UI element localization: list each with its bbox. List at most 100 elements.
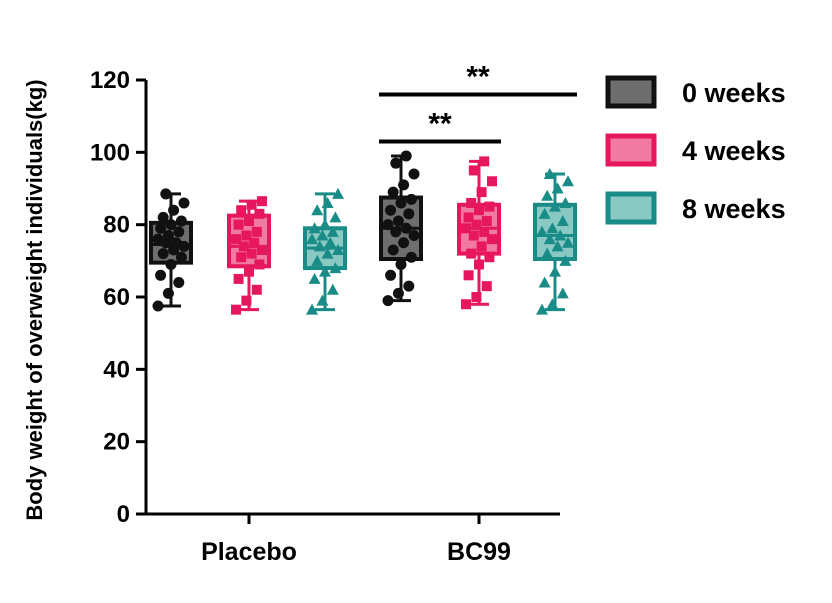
- data-point: [556, 287, 569, 299]
- data-point: [390, 157, 402, 169]
- data-point: [385, 204, 397, 216]
- data-point: [175, 215, 187, 227]
- data-point: [329, 211, 342, 223]
- data-point: [155, 269, 167, 281]
- data-point: [382, 219, 394, 231]
- data-point: [481, 281, 492, 292]
- data-point: [316, 229, 329, 241]
- data-point: [249, 237, 260, 248]
- data-point: [474, 259, 484, 270]
- box-0-weeks-Placebo: [149, 188, 193, 312]
- data-point: [392, 215, 404, 227]
- data-point: [251, 284, 262, 295]
- data-point: [471, 219, 482, 230]
- data-point: [165, 258, 177, 270]
- data-point: [170, 237, 182, 249]
- data-point: [241, 230, 252, 241]
- data-point: [556, 215, 569, 227]
- data-point: [541, 189, 554, 201]
- data-point: [392, 287, 404, 299]
- data-point: [231, 304, 241, 315]
- data-point: [157, 248, 169, 260]
- legend-swatch-8-weeks: [605, 191, 657, 225]
- box-8-weeks-Placebo: [303, 187, 347, 315]
- data-point: [543, 233, 556, 245]
- data-point: [551, 182, 564, 194]
- data-point: [400, 222, 412, 234]
- data-point: [461, 299, 471, 310]
- data-point: [405, 251, 417, 263]
- data-point: [332, 187, 344, 199]
- legend-swatch-0-weeks: [605, 75, 657, 109]
- y-tick-label: 40: [103, 356, 130, 383]
- data-point: [321, 196, 334, 208]
- data-point: [474, 205, 484, 216]
- data-point: [178, 197, 190, 209]
- data-point: [162, 230, 174, 242]
- data-point: [175, 251, 187, 263]
- data-point: [329, 262, 342, 274]
- data-point: [461, 223, 471, 234]
- data-point: [395, 197, 407, 209]
- data-point: [152, 233, 164, 245]
- data-point: [395, 258, 407, 270]
- data-point: [408, 168, 420, 180]
- data-point: [549, 200, 561, 212]
- data-point: [479, 156, 490, 167]
- data-point: [173, 277, 185, 289]
- box-0-weeks-BC99: [379, 150, 423, 307]
- data-point: [562, 175, 574, 187]
- data-point: [257, 196, 267, 207]
- data-point: [319, 218, 331, 230]
- y-tick-label: 60: [103, 284, 130, 311]
- data-point: [484, 252, 495, 263]
- data-point: [398, 237, 410, 249]
- legend-swatch-4-weeks: [605, 133, 657, 167]
- data-point: [233, 273, 244, 284]
- data-point: [160, 188, 172, 200]
- data-point: [559, 254, 572, 266]
- data-point: [311, 204, 324, 216]
- data-point: [313, 240, 326, 252]
- data-point: [538, 276, 551, 288]
- y-tick-label: 20: [103, 429, 130, 456]
- data-point: [168, 204, 180, 216]
- data-point: [463, 270, 474, 281]
- data-point: [484, 201, 495, 212]
- data-point: [324, 236, 337, 248]
- data-point: [316, 294, 329, 306]
- data-point: [311, 254, 324, 266]
- data-point: [257, 244, 267, 255]
- data-point: [466, 248, 477, 259]
- data-point: [236, 252, 247, 263]
- data-point: [546, 298, 559, 310]
- legend-label-8-weeks: 8 weeks: [682, 194, 786, 224]
- data-point: [236, 205, 247, 216]
- data-point: [254, 259, 265, 270]
- data-point: [157, 211, 169, 223]
- data-point: [241, 295, 252, 306]
- data-point: [466, 197, 477, 208]
- data-point: [308, 272, 321, 284]
- data-point: [400, 150, 412, 162]
- data-point: [538, 207, 551, 219]
- data-point: [543, 168, 556, 180]
- data-point: [326, 283, 339, 295]
- data-point: [385, 269, 397, 281]
- data-point: [405, 193, 417, 205]
- data-point: [476, 241, 487, 252]
- data-point: [471, 292, 482, 302]
- data-point: [487, 234, 497, 245]
- y-axis-title: Body weight of overweight individuals(kg…: [22, 79, 47, 520]
- significance-label: **: [466, 60, 490, 93]
- data-point: [554, 229, 567, 241]
- data-point: [541, 247, 554, 259]
- data-point: [536, 225, 548, 237]
- data-point: [551, 240, 564, 252]
- data-point: [476, 187, 487, 198]
- data-point: [326, 225, 339, 237]
- x-category-label: BC99: [447, 538, 511, 566]
- data-point: [487, 176, 497, 187]
